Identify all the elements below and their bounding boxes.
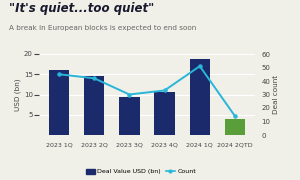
Text: A break in European blocks is expected to end soon: A break in European blocks is expected t… [9, 25, 196, 31]
Bar [154, 92, 175, 135]
Bar [190, 59, 210, 135]
Bar [49, 70, 69, 135]
Legend: Deal Value USD (bn), Count: Deal Value USD (bn), Count [84, 166, 198, 177]
Bar [225, 119, 245, 135]
Bar [84, 76, 104, 135]
Y-axis label: Deal count: Deal count [273, 75, 279, 114]
Bar [119, 97, 140, 135]
Y-axis label: USD (bn): USD (bn) [14, 78, 21, 111]
Text: "It's quiet...too quiet": "It's quiet...too quiet" [9, 2, 154, 15]
